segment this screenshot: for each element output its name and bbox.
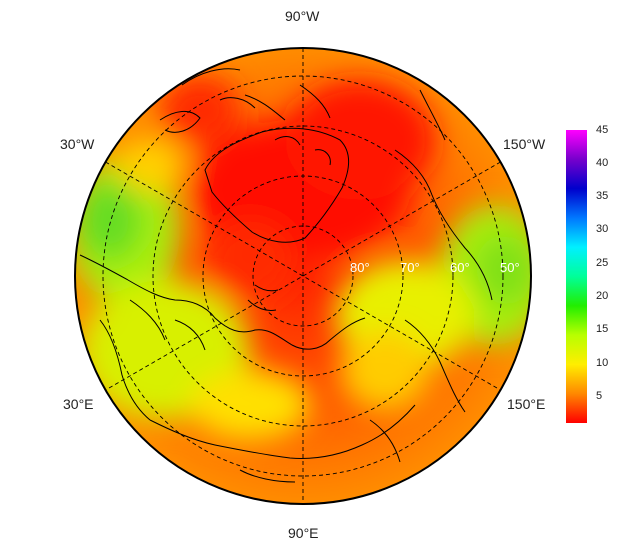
- latitude-labels: 80° 70° 60° 50°: [350, 260, 520, 275]
- colorbar-tick-5: 5: [596, 390, 603, 402]
- meridian-30: [105, 161, 501, 391]
- field-layer: [75, 48, 531, 504]
- lon-label-90w: 90°W: [285, 8, 320, 24]
- parallel-50: [102, 75, 504, 477]
- lat-label-70: 70°: [400, 260, 420, 275]
- lon-label-30e: 30°E: [63, 396, 94, 412]
- lat-label-60: 60°: [450, 260, 470, 275]
- greenland-coast: [204, 127, 349, 243]
- colorbar-tick-10: 10: [596, 357, 609, 369]
- colorbar-tick-45: 45: [596, 124, 609, 136]
- lat-label-50: 50°: [500, 260, 520, 275]
- labrador-yellow: [115, 137, 185, 193]
- lon-label-150w: 150°W: [503, 136, 546, 152]
- map-border: [74, 47, 532, 505]
- meridian-150: [105, 161, 501, 391]
- north-atlantic-green-core: [78, 180, 142, 260]
- colorbar-tick-25: 25: [596, 257, 609, 269]
- arctic-red-north: [285, 80, 435, 200]
- colorbar: [566, 130, 587, 423]
- central-asia-yellow: [190, 370, 310, 440]
- hudson-red: [160, 75, 240, 145]
- graticule: [102, 48, 504, 504]
- lon-label-30w: 30°W: [60, 136, 95, 152]
- colorbar-tick-20: 20: [596, 290, 609, 302]
- north-pacific-green-core: [475, 235, 531, 305]
- colorbar-tick-15: 15: [596, 323, 609, 335]
- colorbar-tick-30: 30: [596, 223, 609, 235]
- colorbar-tick-40: 40: [596, 157, 609, 169]
- parallel-60: [152, 125, 454, 427]
- east-siberia-orange: [340, 330, 430, 410]
- coastlines: [79, 68, 493, 483]
- parallel-80: [252, 225, 354, 327]
- colorbar-tick-35: 35: [596, 190, 609, 202]
- lon-label-90e: 90°E: [288, 525, 319, 541]
- lat-label-80: 80°: [350, 260, 370, 275]
- barents-red: [205, 220, 295, 300]
- lon-label-150e: 150°E: [507, 396, 546, 412]
